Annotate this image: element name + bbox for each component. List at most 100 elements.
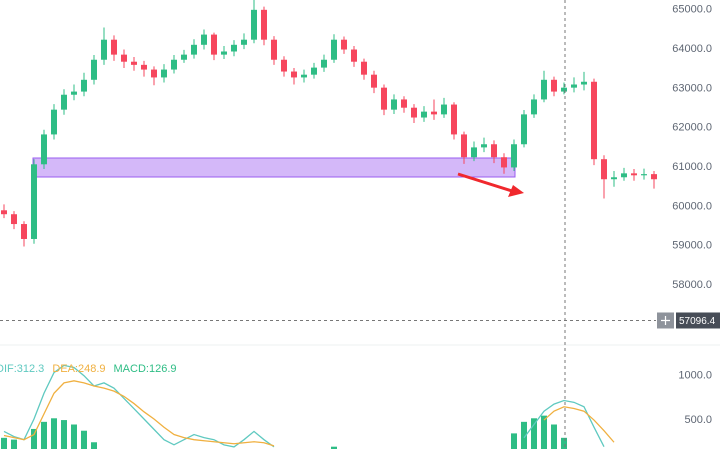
candle-body: [441, 104, 447, 115]
candle-body: [611, 177, 617, 180]
candle-body: [651, 174, 657, 180]
macd-pane: [1, 364, 615, 449]
candle-body: [561, 87, 567, 92]
candle-body: [81, 79, 87, 92]
candle-body: [1, 210, 7, 215]
candle-body: [41, 134, 47, 165]
macd-bar: [71, 424, 77, 449]
candle-body: [301, 74, 307, 78]
macd-bar: [561, 437, 567, 449]
candle-body: [101, 39, 107, 60]
macd-bar: [41, 421, 47, 449]
candle-body: [171, 59, 177, 70]
candle-body: [541, 79, 547, 100]
macd-bar: [81, 430, 87, 449]
macd-bar: [541, 415, 547, 449]
candle-body: [131, 61, 137, 65]
macd-bar: [551, 424, 557, 449]
candle-body: [221, 51, 227, 55]
candle-body: [571, 84, 577, 88]
macd-bar: [51, 418, 57, 449]
candle-body: [241, 39, 247, 45]
legend-entry: MACD:126.9: [114, 363, 177, 375]
candle-body: [531, 99, 537, 115]
zone-box: [32, 157, 516, 178]
macd-bar: [31, 428, 37, 449]
candle-body: [641, 174, 647, 176]
candle-body: [231, 44, 237, 52]
candle-body: [581, 81, 587, 85]
candle-body: [391, 99, 397, 110]
candle-body: [271, 39, 277, 60]
candle-body: [141, 64, 147, 70]
y-tick-label: 62000.0: [672, 122, 712, 134]
candle-body: [91, 59, 97, 80]
candle-body: [551, 79, 557, 92]
candle-body: [151, 69, 157, 78]
candle-body: [181, 54, 187, 60]
candle-body: [521, 114, 527, 145]
candle-body: [621, 173, 627, 178]
candle-body: [161, 69, 167, 78]
candle-body: [481, 144, 487, 148]
macd-bar: [331, 446, 337, 449]
macd-bar: [1, 437, 7, 449]
y-tick-label: 58000.0: [672, 279, 712, 291]
macd-bar: [521, 421, 527, 449]
crosshair-label-box: [676, 312, 720, 329]
macd-bar: [91, 442, 97, 449]
price-pane: [1, 0, 667, 247]
arrow: [457, 172, 513, 193]
macd-line: [3, 380, 615, 447]
candle-body: [321, 59, 327, 68]
candle-body: [451, 104, 457, 135]
candle-body: [121, 54, 127, 62]
macd-bar: [531, 418, 537, 449]
candle-body: [661, 169, 667, 179]
candle-body: [351, 49, 357, 62]
candle-body: [601, 159, 607, 180]
candle-body: [291, 71, 297, 78]
candle-body: [331, 39, 337, 60]
y-tick-label: 64000.0: [672, 43, 712, 55]
axes: 58000.0 59000.0 60000.0 61000.0 62000.0 63000…: [0, 4, 720, 426]
candle-body: [211, 34, 217, 55]
candle-body: [51, 109, 57, 135]
candle-body: [191, 44, 197, 55]
candle-body: [491, 144, 497, 158]
candle-body: [111, 39, 117, 55]
candle-body: [71, 91, 77, 95]
candle-body: [251, 9, 257, 40]
macd-bar: [11, 439, 17, 449]
candle-body: [261, 9, 267, 40]
candle-body: [341, 39, 347, 50]
y-tick-label: 1000.0: [678, 370, 712, 382]
y-tick-label: 60000.0: [672, 200, 712, 212]
y-tick-label: 61000.0: [672, 161, 712, 173]
candle-body: [501, 157, 507, 168]
y-tick-label: 65000.0: [672, 4, 712, 16]
candle-body: [461, 134, 467, 158]
candle-body: [591, 81, 597, 160]
candle-body: [631, 173, 637, 176]
macd-bar: [511, 433, 517, 449]
candle-body: [11, 214, 17, 225]
candle-body: [371, 74, 377, 88]
candle-body: [201, 34, 207, 45]
candle-body: [21, 224, 27, 239]
y-tick-label: 59000.0: [672, 240, 712, 252]
candle-body: [281, 59, 287, 72]
candle-body: [361, 61, 367, 75]
y-tick-label: 63000.0: [672, 82, 712, 94]
candle-body: [431, 111, 437, 115]
legend-entry: DEA:248.9: [52, 363, 105, 375]
candle-body: [471, 147, 477, 158]
candle-body: [411, 107, 417, 118]
candle-body: [511, 144, 517, 168]
candle-body: [311, 67, 317, 75]
y-tick-label: 500.0: [684, 414, 712, 426]
macd-bar: [61, 420, 67, 449]
candle-body: [421, 111, 427, 118]
candle-body: [401, 99, 407, 108]
